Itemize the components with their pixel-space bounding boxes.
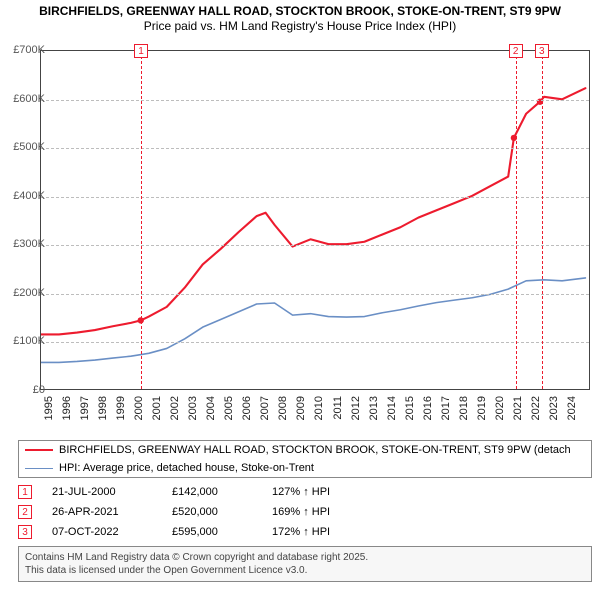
x-tick-label: 2016	[422, 396, 434, 420]
y-gridline	[41, 148, 589, 149]
x-tick-label: 1998	[97, 396, 109, 420]
x-tick-label: 2000	[133, 396, 145, 420]
series-line-property	[41, 88, 585, 334]
chart-container: BIRCHFIELDS, GREENWAY HALL ROAD, STOCKTO…	[0, 0, 600, 590]
legend-swatch	[25, 468, 53, 469]
x-tick-label: 1997	[79, 396, 91, 420]
event-date: 21-JUL-2000	[52, 486, 172, 498]
x-tick-label: 2018	[458, 396, 470, 420]
y-tick-label: £700K	[13, 44, 45, 56]
event-vrule-badge: 2	[509, 44, 523, 58]
chart-plot-area: 123	[40, 50, 590, 390]
x-tick-label: 2007	[259, 396, 271, 420]
x-tick-label: 2006	[241, 396, 253, 420]
title-block: BIRCHFIELDS, GREENWAY HALL ROAD, STOCKTO…	[0, 0, 600, 35]
x-tick-label: 2009	[295, 396, 307, 420]
y-gridline	[41, 342, 589, 343]
x-tick-label: 2013	[368, 396, 380, 420]
y-gridline	[41, 100, 589, 101]
events-table: 1 21-JUL-2000£142,000127% ↑ HPI 2 26-APR-20…	[18, 482, 592, 542]
y-gridline	[41, 294, 589, 295]
x-tick-label: 1996	[61, 396, 73, 420]
x-tick-label: 2002	[169, 396, 181, 420]
x-tick-label: 2004	[205, 396, 217, 420]
event-date: 26-APR-2021	[52, 506, 172, 518]
legend: BIRCHFIELDS, GREENWAY HALL ROAD, STOCKTO…	[18, 440, 592, 478]
event-vrule-badge: 3	[535, 44, 549, 58]
event-price: £520,000	[172, 506, 272, 518]
x-tick-label: 2021	[512, 396, 524, 420]
legend-item: HPI: Average price, detached house, Stok…	[19, 459, 591, 477]
title-line-2: Price paid vs. HM Land Registry's House …	[8, 19, 592, 33]
event-vrule-badge: 1	[134, 44, 148, 58]
footer-line-1: Contains HM Land Registry data © Crown c…	[25, 551, 585, 564]
event-ratio: 127% ↑ HPI	[272, 486, 592, 498]
x-axis-labels: 1995 1996 1997 1998 1999 2000 2001 2002 2003 2004…	[40, 392, 590, 442]
y-tick-label: £200K	[13, 287, 45, 299]
x-tick-label: 2011	[332, 396, 344, 420]
x-tick-label: 2010	[313, 396, 325, 420]
event-row: 3 07-OCT-2022£595,000172% ↑ HPI	[18, 522, 592, 542]
legend-swatch	[25, 449, 53, 451]
footer-line-2: This data is licensed under the Open Gov…	[25, 564, 585, 577]
event-vrule	[542, 51, 543, 389]
x-tick-label: 2015	[404, 396, 416, 420]
x-tick-label: 2019	[476, 396, 488, 420]
chart-svg	[41, 51, 589, 389]
event-ratio: 172% ↑ HPI	[272, 526, 592, 538]
x-tick-label: 2014	[386, 396, 398, 420]
series-line-hpi	[41, 278, 585, 363]
x-tick-label: 2012	[350, 396, 362, 420]
y-tick-label: £500K	[13, 141, 45, 153]
y-gridline	[41, 197, 589, 198]
x-tick-label: 2023	[548, 396, 560, 420]
y-gridline	[41, 245, 589, 246]
event-row: 2 26-APR-2021£520,000169% ↑ HPI	[18, 502, 592, 522]
event-vrule	[516, 51, 517, 389]
x-tick-label: 2022	[530, 396, 542, 420]
x-tick-label: 2017	[440, 396, 452, 420]
x-tick-label: 1995	[43, 396, 55, 420]
y-tick-label: £0	[33, 384, 45, 396]
event-vrule	[141, 51, 142, 389]
y-tick-label: £600K	[13, 93, 45, 105]
event-date: 07-OCT-2022	[52, 526, 172, 538]
x-tick-label: 2003	[187, 396, 199, 420]
x-tick-label: 2008	[277, 396, 289, 420]
footer-attribution: Contains HM Land Registry data © Crown c…	[18, 546, 592, 582]
x-tick-label: 2001	[151, 396, 163, 420]
x-tick-label: 2024	[566, 396, 578, 420]
x-tick-label: 1999	[115, 396, 127, 420]
event-ratio: 169% ↑ HPI	[272, 506, 592, 518]
title-line-1: BIRCHFIELDS, GREENWAY HALL ROAD, STOCKTO…	[8, 4, 592, 18]
y-tick-label: £400K	[13, 190, 45, 202]
y-tick-label: £300K	[13, 238, 45, 250]
event-badge: 3	[18, 525, 32, 539]
event-price: £142,000	[172, 486, 272, 498]
legend-item: BIRCHFIELDS, GREENWAY HALL ROAD, STOCKTO…	[19, 441, 591, 459]
event-badge: 2	[18, 505, 32, 519]
event-row: 1 21-JUL-2000£142,000127% ↑ HPI	[18, 482, 592, 502]
event-badge: 1	[18, 485, 32, 499]
x-tick-label: 2005	[223, 396, 235, 420]
x-tick-label: 2020	[494, 396, 506, 420]
y-tick-label: £100K	[13, 335, 45, 347]
legend-label: HPI: Average price, detached house, Stok…	[59, 462, 314, 474]
legend-label: BIRCHFIELDS, GREENWAY HALL ROAD, STOCKTO…	[59, 444, 571, 456]
event-price: £595,000	[172, 526, 272, 538]
